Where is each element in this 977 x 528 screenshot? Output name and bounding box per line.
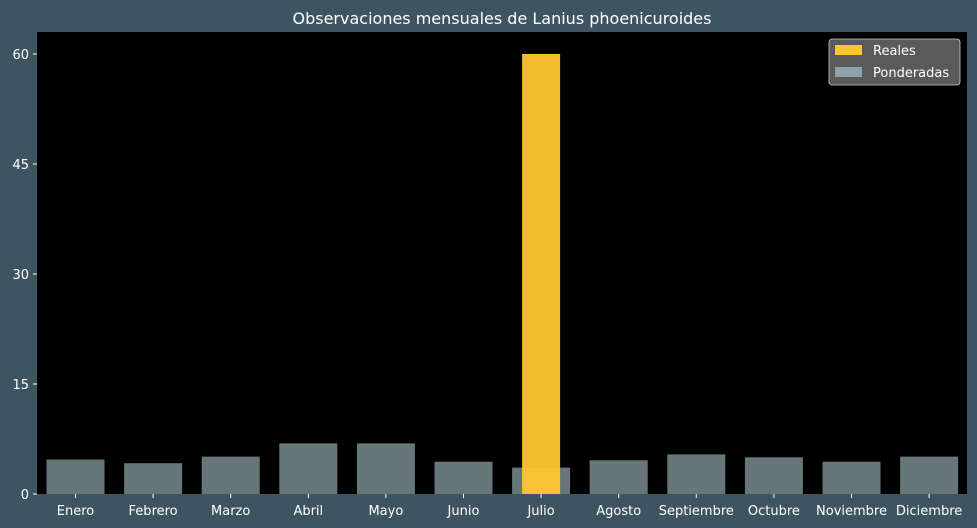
legend-label-ponderadas: Ponderadas [873, 66, 949, 81]
y-axis: 0 15 30 45 60 [12, 48, 37, 503]
plot-area [37, 32, 967, 494]
x-tick-label-abril: Abril [293, 504, 323, 519]
y-tick-label: 45 [12, 158, 29, 173]
x-tick-label-julio: Julio [526, 504, 554, 519]
bar-ponderadas-noviembre [822, 461, 881, 494]
bar-ponderadas-marzo [201, 456, 260, 494]
bar-ponderadas-mayo [356, 443, 415, 494]
bar-ponderadas-junio [434, 461, 493, 494]
reales-bars [522, 54, 561, 494]
bar-reales-julio [522, 54, 561, 494]
x-tick-label-enero: Enero [57, 504, 95, 519]
x-tick-label-febrero: Febrero [129, 504, 178, 519]
bar-ponderadas-octubre [744, 457, 803, 494]
chart-title: Observaciones mensuales de Lanius phoeni… [293, 9, 712, 28]
y-tick-label: 15 [12, 378, 29, 393]
y-tick-label: 30 [12, 268, 29, 283]
bar-ponderadas-agosto [589, 460, 648, 494]
bar-ponderadas-septiembre [667, 454, 726, 494]
x-tick-label-octubre: Octubre [748, 504, 800, 519]
y-tick-label: 60 [12, 48, 29, 63]
x-tick-label-mayo: Mayo [368, 504, 403, 519]
legend-label-reales: Reales [873, 44, 916, 59]
x-tick-label-agosto: Agosto [596, 504, 641, 519]
x-tick-label-septiembre: Septiembre [659, 504, 734, 519]
y-tick-label: 0 [21, 488, 29, 503]
bar-ponderadas-diciembre [900, 456, 959, 494]
bar-ponderadas-abril [279, 443, 338, 494]
legend-swatch-ponderadas [835, 67, 862, 77]
bar-ponderadas-enero [46, 459, 105, 494]
x-tick-label-diciembre: Diciembre [896, 504, 962, 519]
legend: Reales Ponderadas [828, 38, 961, 86]
x-tick-label-junio: Junio [447, 504, 480, 519]
x-tick-label-marzo: Marzo [211, 504, 250, 519]
legend-swatch-reales [835, 45, 862, 55]
x-tick-label-noviembre: Noviembre [816, 504, 887, 519]
bar-ponderadas-febrero [124, 463, 183, 494]
x-axis: Enero Febrero Marzo Abril Mayo Junio Julio Agos… [57, 494, 962, 519]
